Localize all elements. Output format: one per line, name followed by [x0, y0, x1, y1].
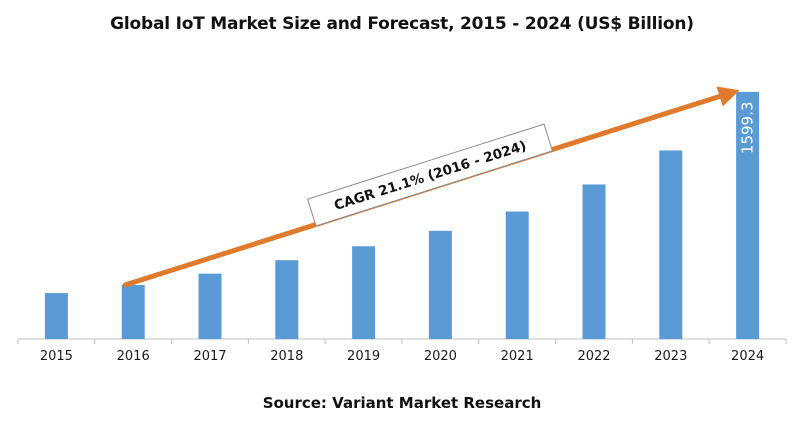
bar-2017	[198, 273, 222, 339]
bar-2018	[275, 260, 299, 339]
bar-2023	[659, 150, 683, 339]
bar-2022	[582, 184, 606, 339]
x-tick-label-2020: 2020	[424, 349, 457, 364]
bar-2019	[352, 246, 376, 339]
x-tick-label-2015: 2015	[40, 349, 73, 364]
x-tick-label-2019: 2019	[347, 349, 380, 364]
data-label-2024: 1599.3	[739, 102, 757, 154]
x-tick-label-2016: 2016	[117, 349, 150, 364]
x-tick-label-2018: 2018	[270, 349, 303, 364]
bar-2020	[428, 230, 452, 339]
chart-title: Global IoT Market Size and Forecast, 201…	[110, 14, 694, 34]
cagr-callout-text: CAGR 21.1% (2016 - 2024)	[332, 138, 528, 214]
bar-2021	[505, 211, 529, 339]
x-tick-label-2024: 2024	[731, 349, 764, 364]
bar-2024	[736, 91, 760, 340]
x-tick-label-2017: 2017	[193, 349, 226, 364]
bar-2016	[121, 284, 145, 339]
cagr-callout: CAGR 21.1% (2016 - 2024)	[306, 123, 554, 227]
x-tick-label-2023: 2023	[654, 349, 687, 364]
cagr-callout-box	[306, 123, 554, 227]
bar-2015	[44, 293, 68, 339]
chart-source: Source: Variant Market Research	[262, 394, 542, 412]
x-tick-label-2021: 2021	[501, 349, 534, 364]
x-tick-label-2022: 2022	[577, 349, 610, 364]
